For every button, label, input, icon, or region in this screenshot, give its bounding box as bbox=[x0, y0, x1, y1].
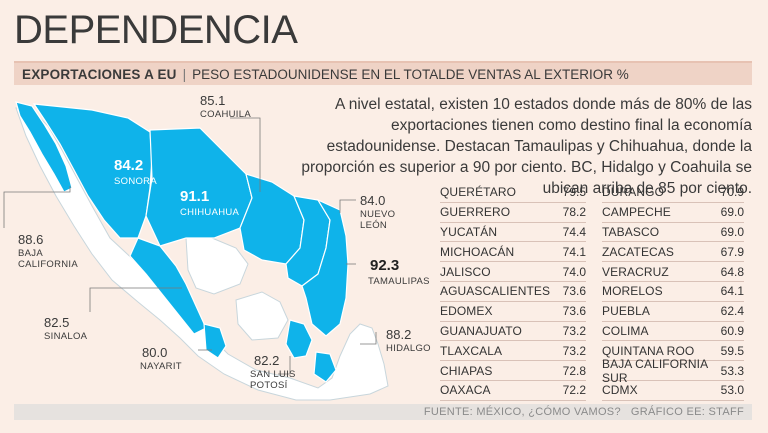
table-row: QUINTANA ROO 59.5 bbox=[602, 341, 744, 362]
table-row: TLAXCALA 73.2 bbox=[440, 341, 586, 362]
table-row: JALISCO 74.0 bbox=[440, 262, 586, 282]
table-row: BAJA CALIFORNIA SUR 53.3 bbox=[602, 356, 744, 385]
table-row: CDMX 53.0 bbox=[602, 381, 744, 401]
table-row: YUCATÁN 74.4 bbox=[440, 223, 586, 243]
table-row: MORELOS 64.1 bbox=[602, 282, 744, 302]
state-hidalgo bbox=[313, 351, 337, 383]
hidalgo-label: HIDALGO bbox=[386, 343, 431, 354]
table-row: AGUASCALIENTES 73.6 bbox=[440, 282, 586, 302]
nayarit-value: 80.0 bbox=[142, 345, 168, 360]
chihuahua-value: 91.1 bbox=[180, 188, 210, 205]
page-title: DEPENDENCIA bbox=[14, 8, 298, 52]
table-row: QUERÉTARO 79.5 bbox=[440, 183, 586, 203]
subtitle-bold: EXPORTACIONES A EU bbox=[22, 66, 177, 82]
table-row: OAXACA 72.2 bbox=[440, 381, 586, 401]
source-credit: FUENTE: MÉXICO, ¿CÓMO VAMOS? GRÁFICO EE:… bbox=[423, 406, 744, 418]
table-row: DURANGO 70.9 bbox=[602, 183, 744, 203]
tamaulipas-label: TAMAULIPAS bbox=[368, 276, 430, 287]
table-row: GUANAJUATO 73.2 bbox=[440, 322, 586, 342]
sonora-label: SONORA bbox=[114, 176, 157, 187]
table-row: ZACATECAS 67.9 bbox=[602, 242, 744, 263]
table-row: GUERRERO 78.2 bbox=[440, 203, 586, 223]
state-sinaloa bbox=[129, 237, 207, 335]
footer-bar: FUENTE: MÉXICO, ¿CÓMO VAMOS? GRÁFICO EE:… bbox=[14, 404, 752, 420]
table-row: VERACRUZ 64.8 bbox=[602, 262, 744, 282]
nuevo-leon-value: 84.0 bbox=[360, 193, 386, 208]
state-chihuahua bbox=[145, 127, 253, 247]
sinaloa-label: SINALOA bbox=[44, 331, 88, 342]
states-table-left: QUERÉTARO 79.5 GUERRERO 78.2 YUCATÁN 74.4 M… bbox=[440, 183, 586, 401]
subtitle-bar: EXPORTACIONES A EU | PESO ESTADOUNIDENSE… bbox=[14, 61, 752, 85]
map-base-states bbox=[15, 107, 389, 401]
san-luis-potosi-value: 82.2 bbox=[254, 353, 280, 368]
chihuahua-label: CHIHUAHUA bbox=[180, 207, 240, 218]
state-tamaulipas bbox=[301, 198, 349, 337]
state-nayarit bbox=[203, 323, 227, 359]
state-coahuila bbox=[239, 173, 305, 265]
table-row: CAMPECHE 69.0 bbox=[602, 203, 744, 223]
table-row: PUEBLA 62.4 bbox=[602, 302, 744, 322]
states-table-right: DURANGO 70.9 CAMPECHE 69.0 TABASCO 69.0 ZAC… bbox=[602, 183, 744, 401]
baja-california-label: BAJA CALIFORNIA bbox=[18, 248, 79, 270]
table-row: EDOMEX 73.6 bbox=[440, 302, 586, 322]
hidalgo-value: 88.2 bbox=[386, 327, 412, 342]
tamaulipas-value: 92.3 bbox=[370, 257, 400, 274]
subtitle-separator: | bbox=[182, 66, 187, 82]
table-row: CHIAPAS 72.8 bbox=[440, 361, 586, 381]
coahuila-label: COAHUILA bbox=[200, 109, 251, 120]
nayarit-label: NAYARIT bbox=[140, 361, 182, 372]
table-row: COLIMA 60.9 bbox=[602, 322, 744, 342]
nuevo-leon-label: NUEVO LEÓN bbox=[360, 209, 396, 231]
table-row: MICHOACÁN 74.1 bbox=[440, 242, 586, 263]
sinaloa-value: 82.5 bbox=[44, 315, 70, 330]
baja-california-value: 88.6 bbox=[18, 232, 44, 247]
san-luis-potosi-label: SAN LUIS POTOSÍ bbox=[250, 369, 296, 391]
state-san-luis-potosi bbox=[285, 319, 313, 359]
sonora-value: 84.2 bbox=[114, 157, 144, 174]
table-row: TABASCO 69.0 bbox=[602, 223, 744, 243]
intro-paragraph: A nivel estatal, existen 10 estados dond… bbox=[301, 96, 752, 197]
subtitle-rest: PESO ESTADOUNIDENSE EN EL TOTALDE VENTAS… bbox=[192, 66, 629, 82]
map-highlight-states bbox=[15, 101, 349, 383]
map-leader-lines bbox=[3, 117, 377, 375]
mexico-map bbox=[3, 101, 389, 401]
state-baja-california bbox=[15, 101, 73, 193]
coahuila-value: 85.1 bbox=[200, 93, 226, 108]
